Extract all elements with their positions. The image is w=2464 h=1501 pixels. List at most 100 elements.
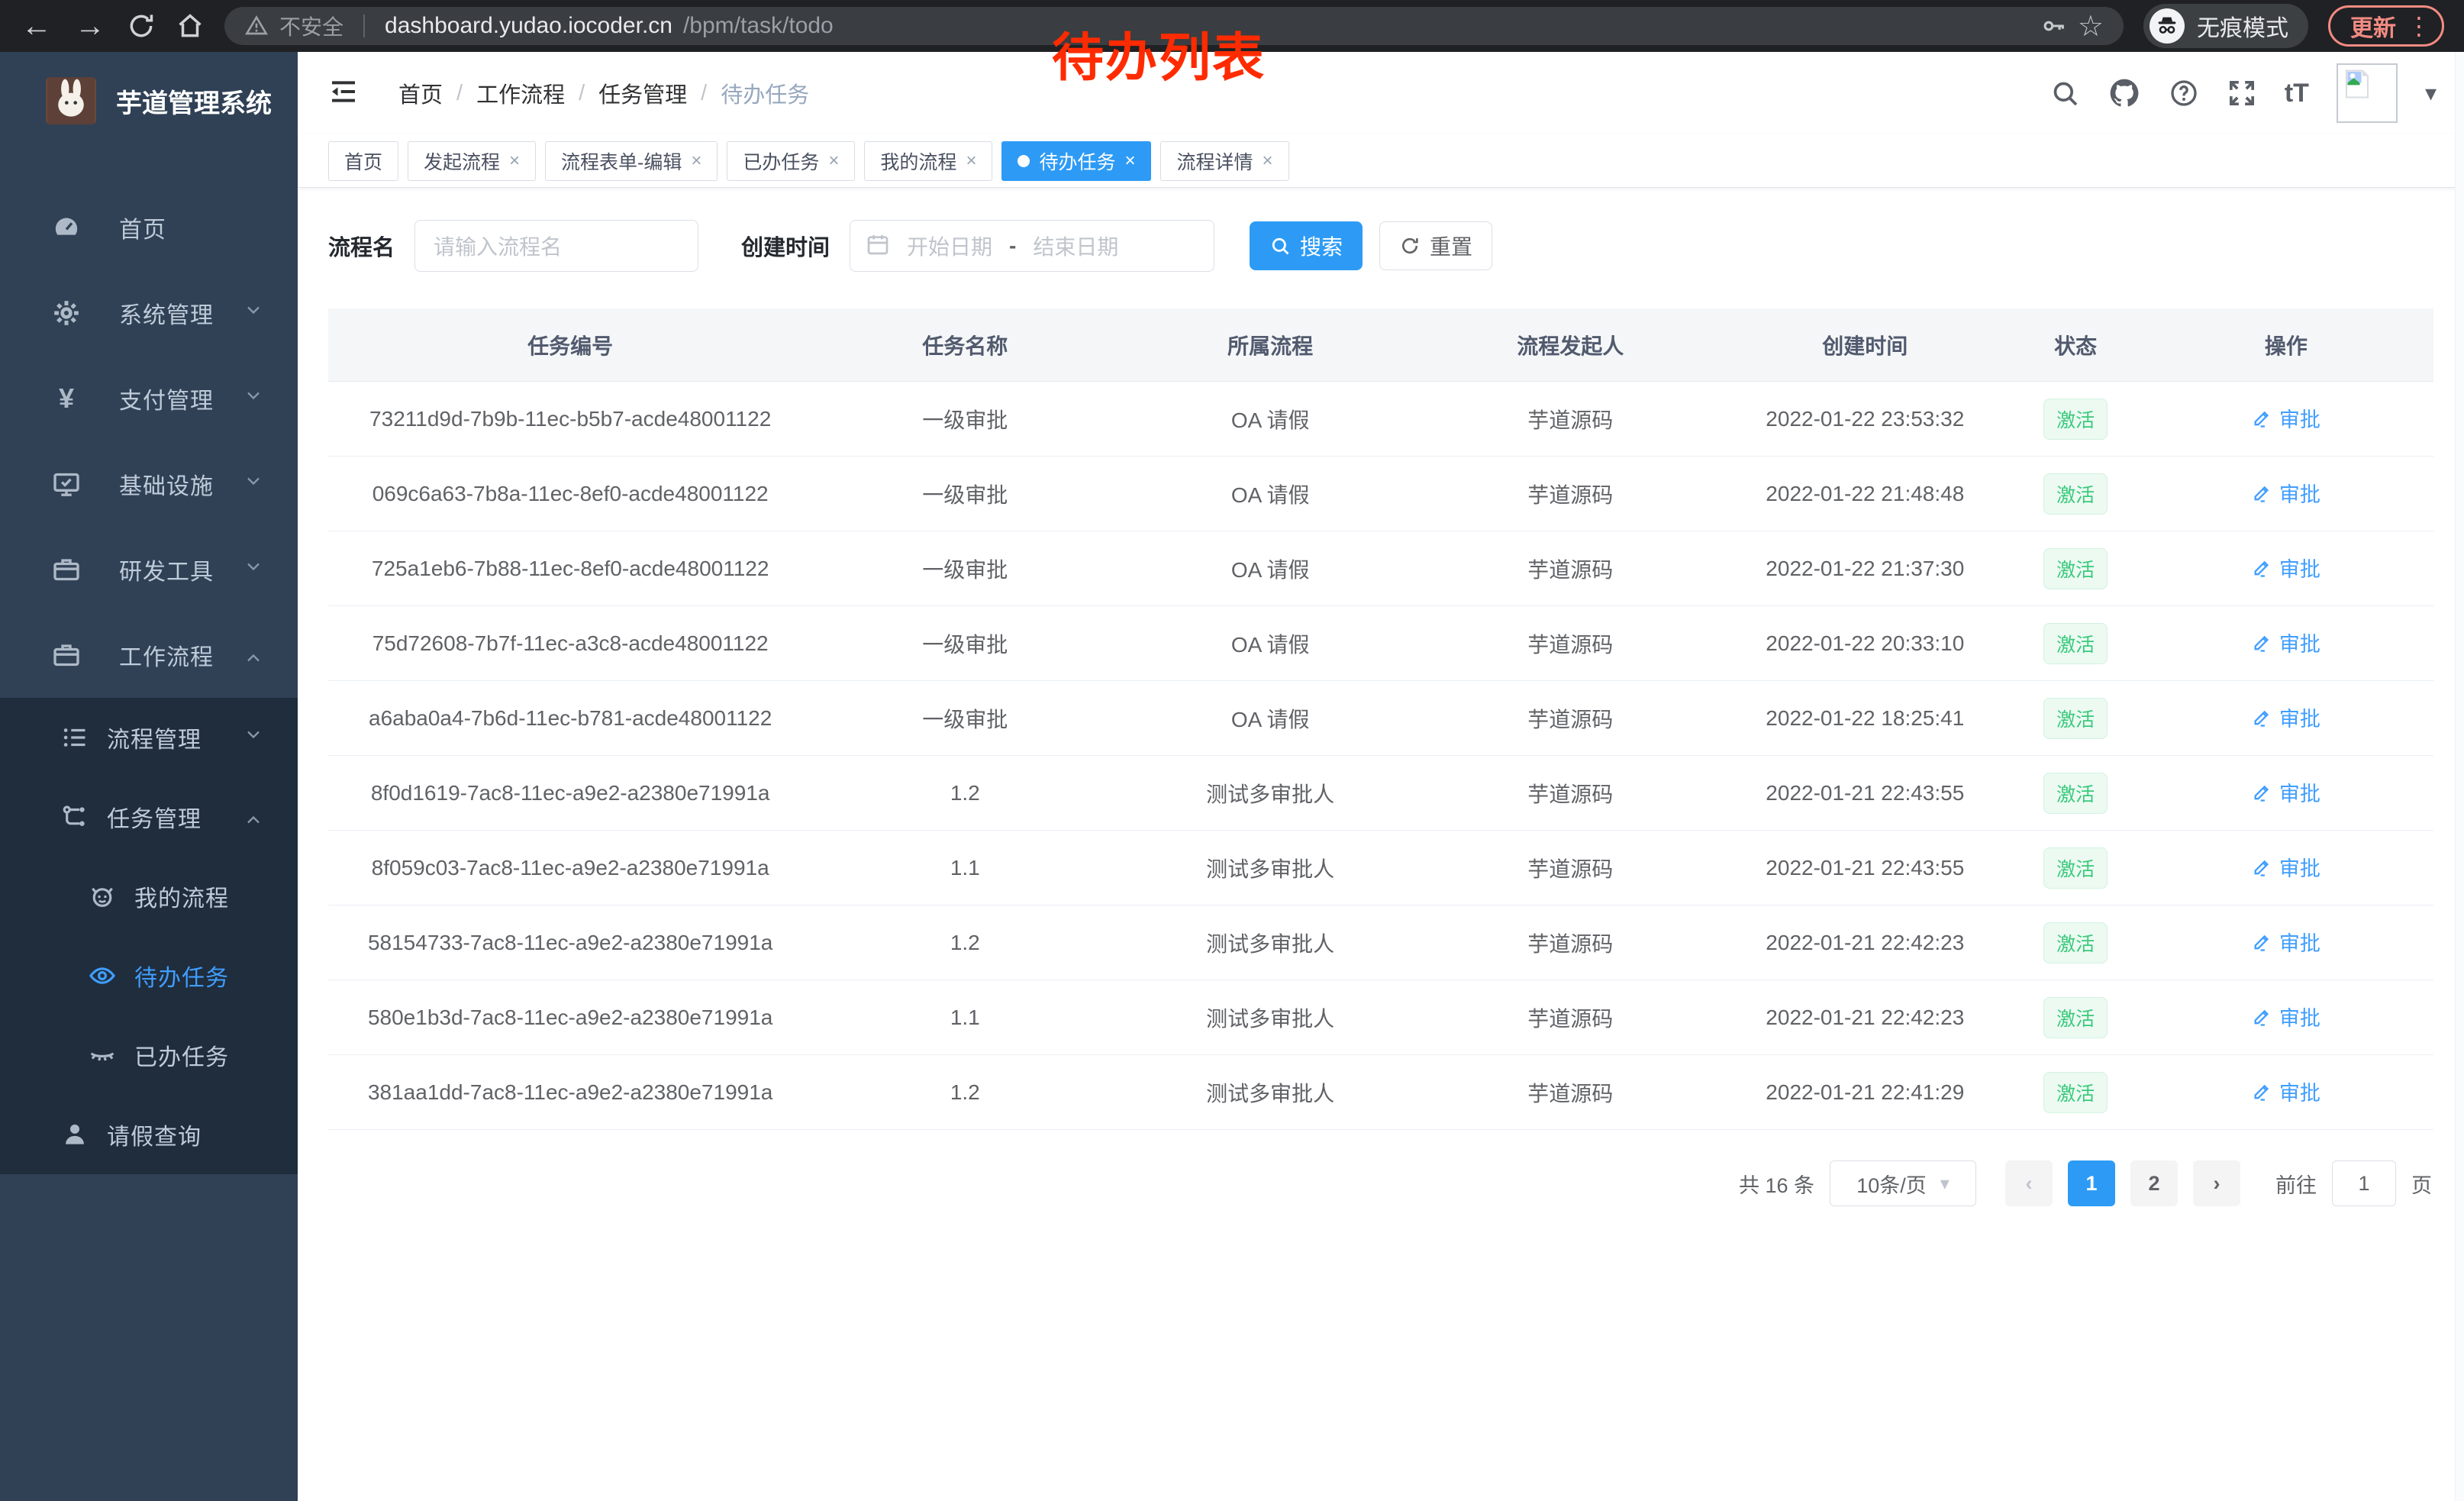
sidebar-item-workflow[interactable]: 工作流程: [0, 612, 298, 698]
action-cell: 审批: [2139, 553, 2433, 584]
table-header-row: 任务编号 任务名称 所属流程 流程发起人 创建时间 状态 操作: [328, 308, 2433, 382]
security-warning-icon[interactable]: [244, 14, 269, 38]
reset-button[interactable]: 重置: [1379, 221, 1493, 270]
next-page-button[interactable]: ›: [2193, 1160, 2240, 1206]
tab-todo-tasks[interactable]: 待办任务 ×: [1001, 140, 1152, 181]
page-button-2[interactable]: 2: [2130, 1160, 2178, 1206]
sidebar-item-leave-query[interactable]: 请假查询: [0, 1095, 298, 1174]
action-cell: 审批: [2139, 927, 2433, 958]
approve-button[interactable]: 审批: [2252, 852, 2320, 882]
breadcrumb-task-mgmt[interactable]: 任务管理: [598, 83, 688, 108]
calendar-icon: [866, 232, 890, 260]
avatar-caret-icon[interactable]: ▾: [2424, 80, 2437, 106]
starter-cell: 芋道源码: [1527, 707, 1614, 731]
sidebar-item-devtools[interactable]: 研发工具: [0, 527, 298, 612]
goto-page-input[interactable]: 1: [2332, 1160, 2396, 1206]
back-icon[interactable]: ←: [21, 9, 52, 43]
tab-process-detail[interactable]: 流程详情 ×: [1160, 140, 1289, 181]
approve-button[interactable]: 审批: [2252, 553, 2320, 583]
close-tab-icon[interactable]: ×: [691, 150, 702, 171]
table-row: 069c6a63-7b8a-11ec-8ef0-acde48001122 一级审…: [328, 457, 2433, 531]
app-title: 芋道管理系统: [116, 89, 272, 118]
chevron-up-icon: [243, 641, 264, 669]
breadcrumb-current: 待办任务: [721, 83, 810, 108]
key-icon[interactable]: [2041, 13, 2067, 39]
approve-button[interactable]: 审批: [2252, 628, 2320, 657]
page-button-1[interactable]: 1: [2068, 1160, 2115, 1206]
approve-button[interactable]: 审批: [2252, 927, 2320, 957]
font-size-icon[interactable]: tT: [2284, 78, 2309, 108]
avatar[interactable]: [2336, 63, 2398, 123]
process-name-label: 流程名: [328, 236, 395, 260]
starter-cell: 芋道源码: [1527, 557, 1614, 582]
prev-page-button[interactable]: ‹: [2005, 1160, 2053, 1206]
help-icon[interactable]: [2169, 78, 2199, 108]
status-cell: 激活: [2012, 996, 2138, 1038]
sidebar-item-home[interactable]: 首页: [0, 185, 298, 270]
close-tab-icon[interactable]: ×: [828, 150, 840, 171]
sidebar-collapse-icon[interactable]: [328, 76, 359, 111]
approve-button[interactable]: 审批: [2252, 702, 2320, 732]
approve-button[interactable]: 审批: [2252, 403, 2320, 433]
approve-button[interactable]: 审批: [2252, 1002, 2320, 1031]
forward-icon[interactable]: →: [75, 9, 105, 43]
approve-button[interactable]: 审批: [2252, 777, 2320, 807]
tab-form-edit[interactable]: 流程表单-编辑 ×: [545, 140, 718, 181]
approve-button[interactable]: 审批: [2252, 1077, 2320, 1106]
action-cell: 审批: [2139, 1077, 2433, 1108]
action-cell: 审批: [2139, 1002, 2433, 1033]
created-time-cell: 2022-01-21 22:41:29: [1766, 1080, 1965, 1104]
tasks-table: 任务编号 任务名称 所属流程 流程发起人 创建时间 状态 操作 73211d9d…: [328, 308, 2433, 1130]
breadcrumb-home[interactable]: 首页: [398, 83, 443, 108]
created-time-cell: 2022-01-22 18:25:41: [1766, 705, 1965, 730]
table-row: 58154733-7ac8-11ec-a9e2-a2380e71991a 1.2…: [328, 905, 2433, 980]
update-button[interactable]: 更新 ⋮: [2328, 5, 2444, 47]
sidebar-item-payment[interactable]: ¥ 支付管理: [0, 356, 298, 441]
close-tab-icon[interactable]: ×: [1124, 150, 1136, 171]
tab-home[interactable]: 首页: [328, 140, 399, 181]
date-range-input[interactable]: 开始日期 - 结束日期: [850, 220, 1215, 272]
breadcrumb-workflow[interactable]: 工作流程: [476, 83, 566, 108]
close-tab-icon[interactable]: ×: [509, 150, 521, 171]
url-divider: [363, 15, 366, 37]
sidebar-item-todo-tasks[interactable]: 待办任务: [0, 936, 298, 1015]
sidebar: 芋道管理系统 首页 系统管理 ¥ 支付管理 基础设施: [0, 52, 298, 1501]
sidebar-item-my-process[interactable]: 我的流程: [0, 857, 298, 936]
browser-menu-icon[interactable]: ⋮: [2407, 12, 2431, 40]
reload-icon[interactable]: [127, 11, 156, 40]
fullscreen-icon[interactable]: [2227, 78, 2257, 108]
github-icon[interactable]: [2108, 76, 2141, 110]
dashboard-icon: [49, 212, 84, 243]
bookmark-star-icon[interactable]: ☆: [2077, 10, 2104, 43]
sidebar-item-process-mgmt[interactable]: 流程管理: [0, 698, 298, 777]
approve-button[interactable]: 审批: [2252, 478, 2320, 508]
process-name-input[interactable]: 请输入流程名: [414, 220, 699, 272]
tab-my-process[interactable]: 我的流程 ×: [864, 140, 993, 181]
eye-closed-icon: [85, 1041, 119, 1070]
tab-start-process[interactable]: 发起流程 ×: [408, 140, 537, 181]
status-badge: 激活: [2043, 547, 2108, 589]
column-header: 流程发起人: [1517, 334, 1624, 358]
close-tab-icon[interactable]: ×: [966, 150, 977, 171]
starter-cell: 芋道源码: [1527, 1006, 1614, 1031]
tab-done-tasks[interactable]: 已办任务 ×: [727, 140, 856, 181]
sidebar-item-done-tasks[interactable]: 已办任务: [0, 1015, 298, 1095]
chevron-down-icon: [243, 470, 264, 498]
search-icon[interactable]: [2050, 78, 2080, 108]
close-tab-icon[interactable]: ×: [1262, 150, 1273, 171]
main-area: 首页 / 工作流程 / 任务管理 / 待办任务 tT ▾ 首页: [298, 52, 2464, 1501]
sidebar-item-infra[interactable]: 基础设施: [0, 441, 298, 527]
page-size-select[interactable]: 10条/页 ▾: [1830, 1160, 1976, 1206]
address-bar[interactable]: 不安全 dashboard.yudao.iocoder.cn/bpm/task/…: [224, 7, 2124, 45]
search-button[interactable]: 搜索: [1250, 221, 1363, 270]
created-time-cell: 2022-01-21 22:42:23: [1766, 930, 1965, 954]
content: 流程名 请输入流程名 创建时间 开始日期 - 结束日期 搜索 重置: [298, 188, 2464, 1501]
scrollbar[interactable]: [2455, 52, 2464, 1501]
column-header: 任务编号: [527, 334, 614, 358]
status-cell: 激活: [2012, 547, 2138, 589]
home-icon[interactable]: [176, 11, 205, 40]
logo-row[interactable]: 芋道管理系统: [0, 52, 298, 150]
sidebar-item-system[interactable]: 系统管理: [0, 270, 298, 356]
table-row: 8f059c03-7ac8-11ec-a9e2-a2380e71991a 1.1…: [328, 831, 2433, 905]
sidebar-item-task-mgmt[interactable]: 任务管理: [0, 777, 298, 857]
